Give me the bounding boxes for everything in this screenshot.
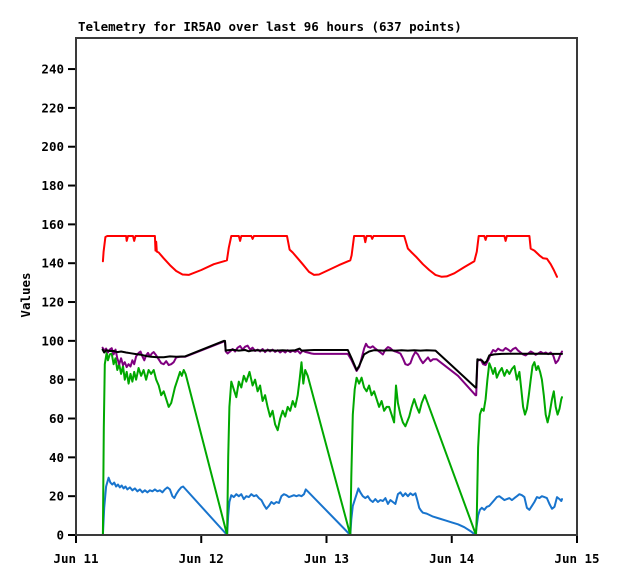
- y-tick-label: 60: [49, 411, 64, 426]
- x-tick-label: Jun 15: [554, 551, 599, 566]
- x-tick-label: Jun 12: [179, 551, 224, 566]
- y-tick-label: 120: [41, 295, 64, 310]
- y-axis-ticks: 0 20 40 60 80 100 120 140 160 180 200 220 240: [41, 62, 76, 543]
- y-tick-label: 40: [49, 450, 64, 465]
- y-tick-label: 180: [41, 178, 64, 193]
- series-line-red: [101, 235, 558, 278]
- y-tick-label: 160: [41, 217, 64, 232]
- y-tick-label: 80: [49, 372, 64, 387]
- y-tick-label: 140: [41, 256, 64, 271]
- x-tick-label: Jun 13: [304, 551, 349, 566]
- y-tick-label: 240: [41, 62, 64, 77]
- y-tick-label: 0: [56, 528, 64, 543]
- plot-area-border: [75, 37, 578, 536]
- series-line-blue: [101, 476, 563, 536]
- y-axis-label: Values: [18, 272, 33, 317]
- y-tick-label: 220: [41, 100, 64, 115]
- x-axis-ticks: Jun 11 Jun 12 Jun 13 Jun 14 Jun 15: [53, 535, 600, 566]
- y-tick-label: 200: [41, 139, 64, 154]
- series-line-black: [101, 339, 563, 389]
- y-tick-label: 20: [49, 489, 64, 504]
- x-tick-label: Jun 14: [429, 551, 474, 566]
- x-tick-label: Jun 11: [53, 551, 98, 566]
- y-tick-label: 100: [41, 333, 64, 348]
- chart-title: Telemetry for IR5AO over last 96 hours (…: [78, 19, 462, 34]
